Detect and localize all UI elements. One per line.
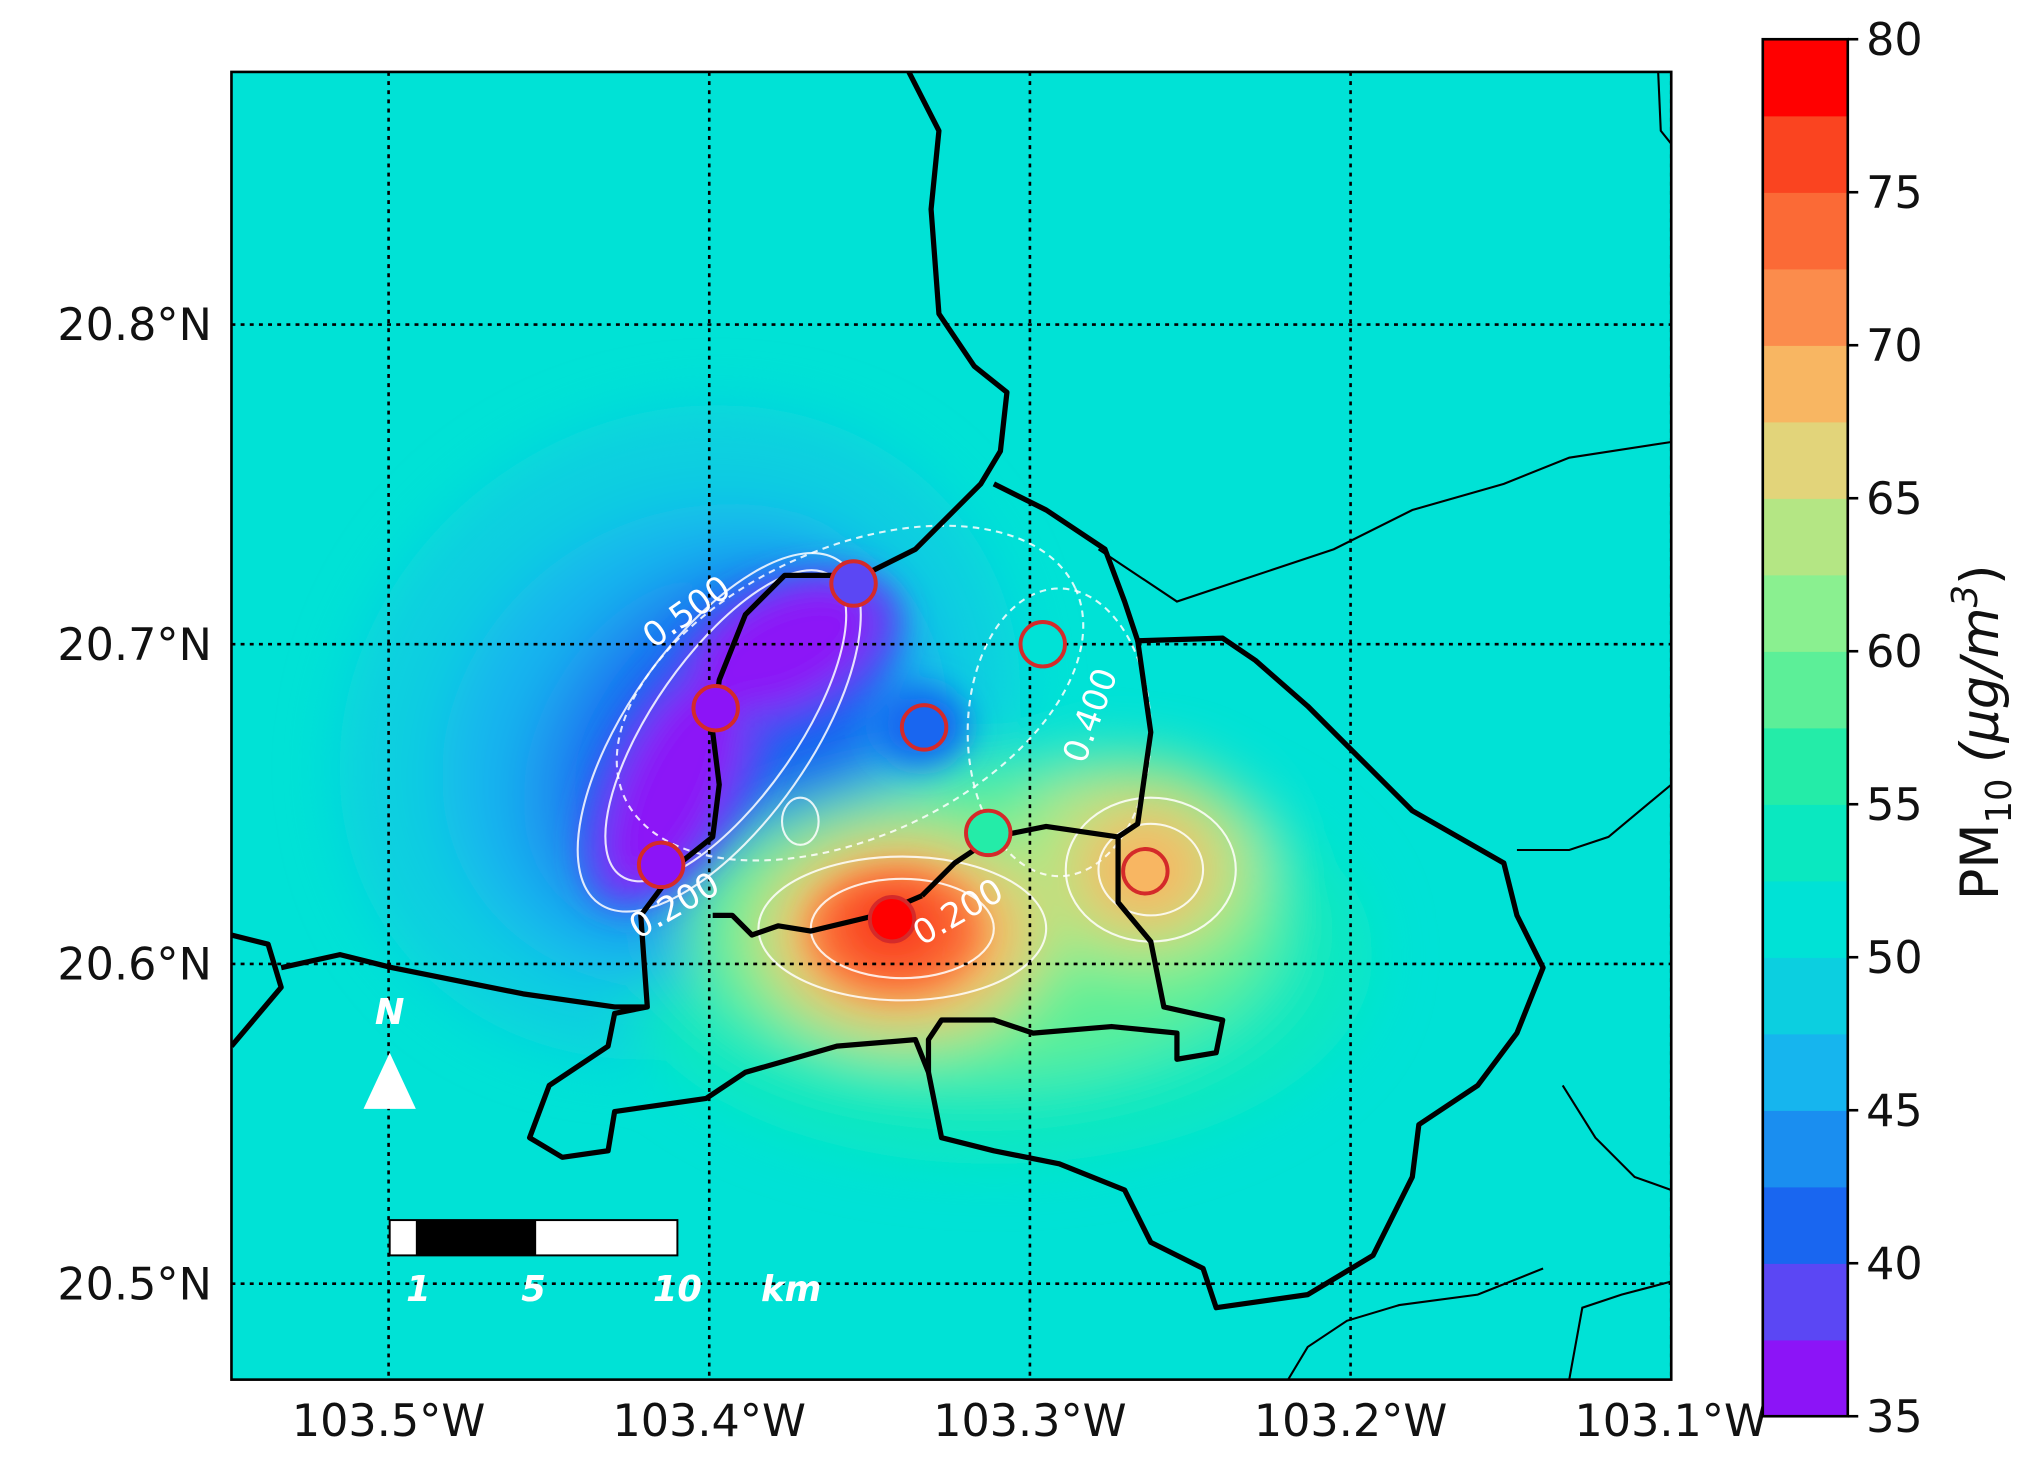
scale-label: 1 <box>406 1269 431 1310</box>
stations <box>636 559 1170 944</box>
scale-bar-segment <box>415 1220 537 1256</box>
x-tick-label: 103.2°W <box>1254 1396 1447 1447</box>
scale-label: 10 <box>653 1269 702 1310</box>
colorbar-tick-label: 75 <box>1866 168 1923 219</box>
label-name: PM <box>1950 823 2011 900</box>
north-arrow: N <box>363 992 416 1109</box>
colorbar-band <box>1762 115 1848 193</box>
colorbar-band <box>1762 498 1848 576</box>
colorbar-band <box>1762 1339 1848 1417</box>
station <box>1018 620 1067 669</box>
scale-bar: 1 5 10 km <box>388 1219 821 1310</box>
scale-label: km <box>761 1269 821 1310</box>
station <box>899 703 949 752</box>
colorbar-tick-label: 65 <box>1866 474 1923 525</box>
colorbar-band <box>1762 192 1848 270</box>
colorbar-frame <box>1761 37 1850 1418</box>
axes: 103.5°W 103.4°W 103.3°W 103.2°W 103.1°W 20.5°… <box>57 300 1768 1447</box>
colorbar-label: PM10 (μg/m3) <box>1945 565 2020 901</box>
station <box>867 895 917 944</box>
colorbar-tick-label: 35 <box>1866 1392 1923 1443</box>
station <box>636 840 686 890</box>
x-tick-label: 103.1°W <box>1575 1396 1768 1447</box>
x-tick-label: 103.4°W <box>613 1396 806 1447</box>
colorbar-band <box>1762 1110 1848 1188</box>
colorbar-band <box>1762 39 1848 117</box>
colorbar-band <box>1762 957 1848 1035</box>
plot-frame <box>230 70 1673 1381</box>
colorbar-band <box>1762 574 1848 652</box>
north-arrow-icon <box>363 1052 416 1109</box>
colorbar-band <box>1762 1186 1848 1264</box>
colorbar: 35 40 45 50 55 60 65 70 75 80 <box>1761 15 1923 1443</box>
colorbar-band <box>1762 1263 1848 1341</box>
colorbar-tick-label: 45 <box>1866 1086 1923 1137</box>
colorbar-band <box>1762 651 1848 729</box>
colorbar-tick-label: 70 <box>1866 321 1923 372</box>
colorbar-tick-label: 40 <box>1866 1239 1923 1290</box>
colorbar-tick-label: 60 <box>1866 627 1923 678</box>
label-close: ) <box>1950 565 2011 585</box>
station <box>964 808 1013 858</box>
colorbar-tick-label: 50 <box>1866 933 1923 984</box>
colorbar-band <box>1762 880 1848 958</box>
colorbar-band <box>1762 268 1848 346</box>
colorbar-band <box>1762 727 1848 805</box>
colorbar-band <box>1762 421 1848 499</box>
label-sub: 10 <box>1979 779 2020 824</box>
scale-label: 5 <box>521 1269 546 1310</box>
north-label: N <box>375 992 405 1033</box>
colorbar-tick-label: 55 <box>1866 780 1923 831</box>
x-tick-label: 103.5°W <box>292 1396 485 1447</box>
x-tick-label: 103.3°W <box>933 1396 1126 1447</box>
y-tick-label: 20.7°N <box>57 620 211 671</box>
station <box>1121 847 1170 896</box>
y-tick-label: 20.6°N <box>57 940 211 991</box>
colorbar-tick-label: 80 <box>1866 15 1923 66</box>
figure-body: 0.500 0.400 0.200 0.200 N 1 5 10 km 103.… <box>57 15 2020 1447</box>
y-tick-label: 20.5°N <box>57 1259 211 1310</box>
station <box>691 683 740 733</box>
grid <box>231 71 1672 1380</box>
colorbar-band <box>1762 804 1848 882</box>
colorbar-band <box>1762 1033 1848 1111</box>
y-tick-label: 20.8°N <box>57 300 211 351</box>
station <box>829 559 878 608</box>
colorbar-band <box>1762 345 1848 423</box>
label-unit: (μg/m <box>1950 607 2011 762</box>
plot-area: 0.500 0.400 0.200 0.200 N 1 5 10 km <box>231 71 1672 1380</box>
label-sup: 3 <box>1945 585 1986 607</box>
